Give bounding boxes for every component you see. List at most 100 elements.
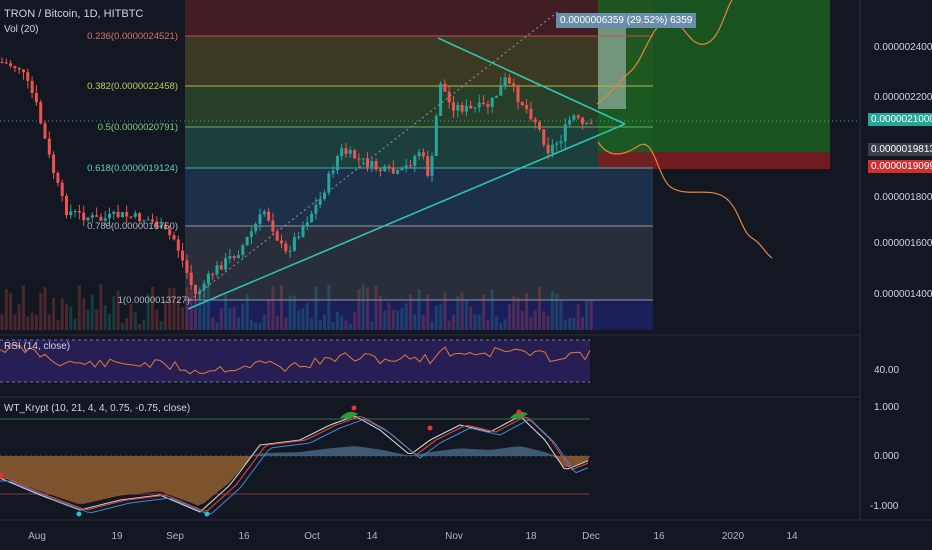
x-tick-2020: 2020 bbox=[721, 531, 745, 542]
volume-bar bbox=[133, 312, 137, 330]
volume-bar bbox=[370, 321, 374, 330]
candle-body bbox=[331, 170, 335, 174]
candle-body bbox=[133, 213, 137, 217]
volume-bar bbox=[538, 287, 541, 330]
volume-bar bbox=[224, 294, 228, 330]
candle-body bbox=[228, 256, 232, 259]
fib-label-0786: 0.786(0.0000016750) bbox=[87, 221, 178, 232]
volume-bar bbox=[559, 300, 563, 330]
volume-bar bbox=[348, 323, 352, 330]
volume-bar bbox=[241, 303, 245, 330]
volume-bar bbox=[318, 320, 322, 330]
candle-body bbox=[417, 152, 421, 157]
volume-bar bbox=[211, 317, 215, 330]
volume-bar bbox=[258, 322, 262, 330]
volume-bar bbox=[176, 296, 180, 330]
volume-bar bbox=[495, 316, 498, 330]
candle-body bbox=[559, 141, 563, 144]
candle-body bbox=[340, 148, 344, 157]
volume-bar bbox=[292, 295, 296, 330]
candle-body bbox=[292, 237, 296, 251]
volume-bar bbox=[86, 309, 90, 330]
candle-body bbox=[460, 104, 464, 112]
candle-body bbox=[34, 93, 38, 103]
candle-body bbox=[555, 143, 559, 145]
candle-body bbox=[159, 224, 163, 228]
candle-body bbox=[17, 68, 21, 70]
candle-body bbox=[237, 255, 240, 258]
candle-body bbox=[503, 77, 507, 85]
candle-body bbox=[211, 273, 215, 275]
candle-body bbox=[314, 204, 318, 214]
volume-bar bbox=[163, 299, 167, 330]
candle-body bbox=[142, 220, 146, 222]
volume-bar bbox=[232, 307, 236, 330]
volume-bar bbox=[563, 319, 567, 330]
candle-body bbox=[262, 211, 266, 215]
volume-bar bbox=[327, 284, 331, 330]
volume-bar bbox=[516, 297, 520, 330]
candle-body bbox=[391, 167, 395, 174]
candle-body bbox=[318, 198, 322, 205]
candle-body bbox=[357, 158, 361, 160]
fib-label-1: 1(0.0000013727) bbox=[117, 295, 190, 306]
volume-bar bbox=[378, 295, 382, 330]
candle-body bbox=[22, 69, 25, 73]
volume-bar bbox=[151, 286, 154, 330]
volume-bar bbox=[271, 286, 275, 330]
candle-body bbox=[288, 250, 292, 252]
candle-body bbox=[202, 283, 206, 291]
candle-body bbox=[151, 219, 154, 222]
volume-bar bbox=[323, 314, 326, 330]
price-tick-2: 0.0000022000 bbox=[874, 92, 932, 103]
volume-bar bbox=[383, 310, 387, 330]
volume-bar bbox=[254, 322, 258, 330]
candle-body bbox=[82, 212, 86, 221]
candle-body bbox=[542, 129, 546, 145]
price-tick-1: 0.0000024000 bbox=[874, 42, 932, 53]
volume-bar bbox=[421, 315, 425, 330]
candle-body bbox=[447, 91, 451, 103]
fib-label-0382: 0.382(0.0000022458) bbox=[87, 81, 178, 92]
volume-bar bbox=[249, 319, 253, 330]
candle-body bbox=[172, 235, 176, 240]
volume-bar bbox=[206, 284, 210, 330]
volume-bar bbox=[572, 317, 576, 330]
symbol-title: TRON / Bitcoin, 1D, HITBTC bbox=[4, 8, 144, 20]
volume-bar bbox=[129, 304, 133, 330]
volume-bar bbox=[189, 290, 193, 330]
volume-bar bbox=[9, 292, 13, 330]
candle-body bbox=[155, 221, 159, 228]
volume-bar bbox=[103, 305, 107, 330]
candle-body bbox=[116, 211, 120, 218]
x-tick-14a: 14 bbox=[366, 531, 378, 542]
candle-body bbox=[581, 117, 584, 124]
candle-body bbox=[400, 168, 404, 171]
candle-body bbox=[86, 217, 90, 221]
volume-bar bbox=[138, 323, 142, 330]
candle-body bbox=[464, 105, 468, 112]
wt-tick-1: 1.000 bbox=[874, 402, 900, 413]
volume-bar bbox=[47, 314, 51, 330]
candle-body bbox=[52, 154, 56, 174]
candle-body bbox=[198, 290, 202, 294]
candle-body bbox=[99, 216, 103, 221]
candle-body bbox=[434, 115, 438, 157]
candle-body bbox=[280, 240, 283, 244]
volume-bar bbox=[533, 310, 537, 330]
candle-body bbox=[520, 101, 524, 106]
volume-bar bbox=[357, 289, 361, 330]
volume-bar bbox=[585, 300, 589, 330]
rsi-pane bbox=[0, 334, 860, 383]
volume-bar bbox=[17, 304, 21, 330]
fib-label-0236: 0.236(0.0000024521) bbox=[87, 31, 178, 42]
candle-body bbox=[421, 152, 425, 157]
volume-bar bbox=[529, 316, 533, 330]
symmetrical-triangle[interactable] bbox=[187, 37, 626, 310]
volume-bar bbox=[387, 302, 391, 330]
candle-body bbox=[443, 83, 447, 92]
volume-bar bbox=[520, 310, 524, 330]
candle-body bbox=[181, 250, 185, 261]
candle-body bbox=[138, 213, 142, 222]
volume-bar bbox=[219, 308, 223, 330]
